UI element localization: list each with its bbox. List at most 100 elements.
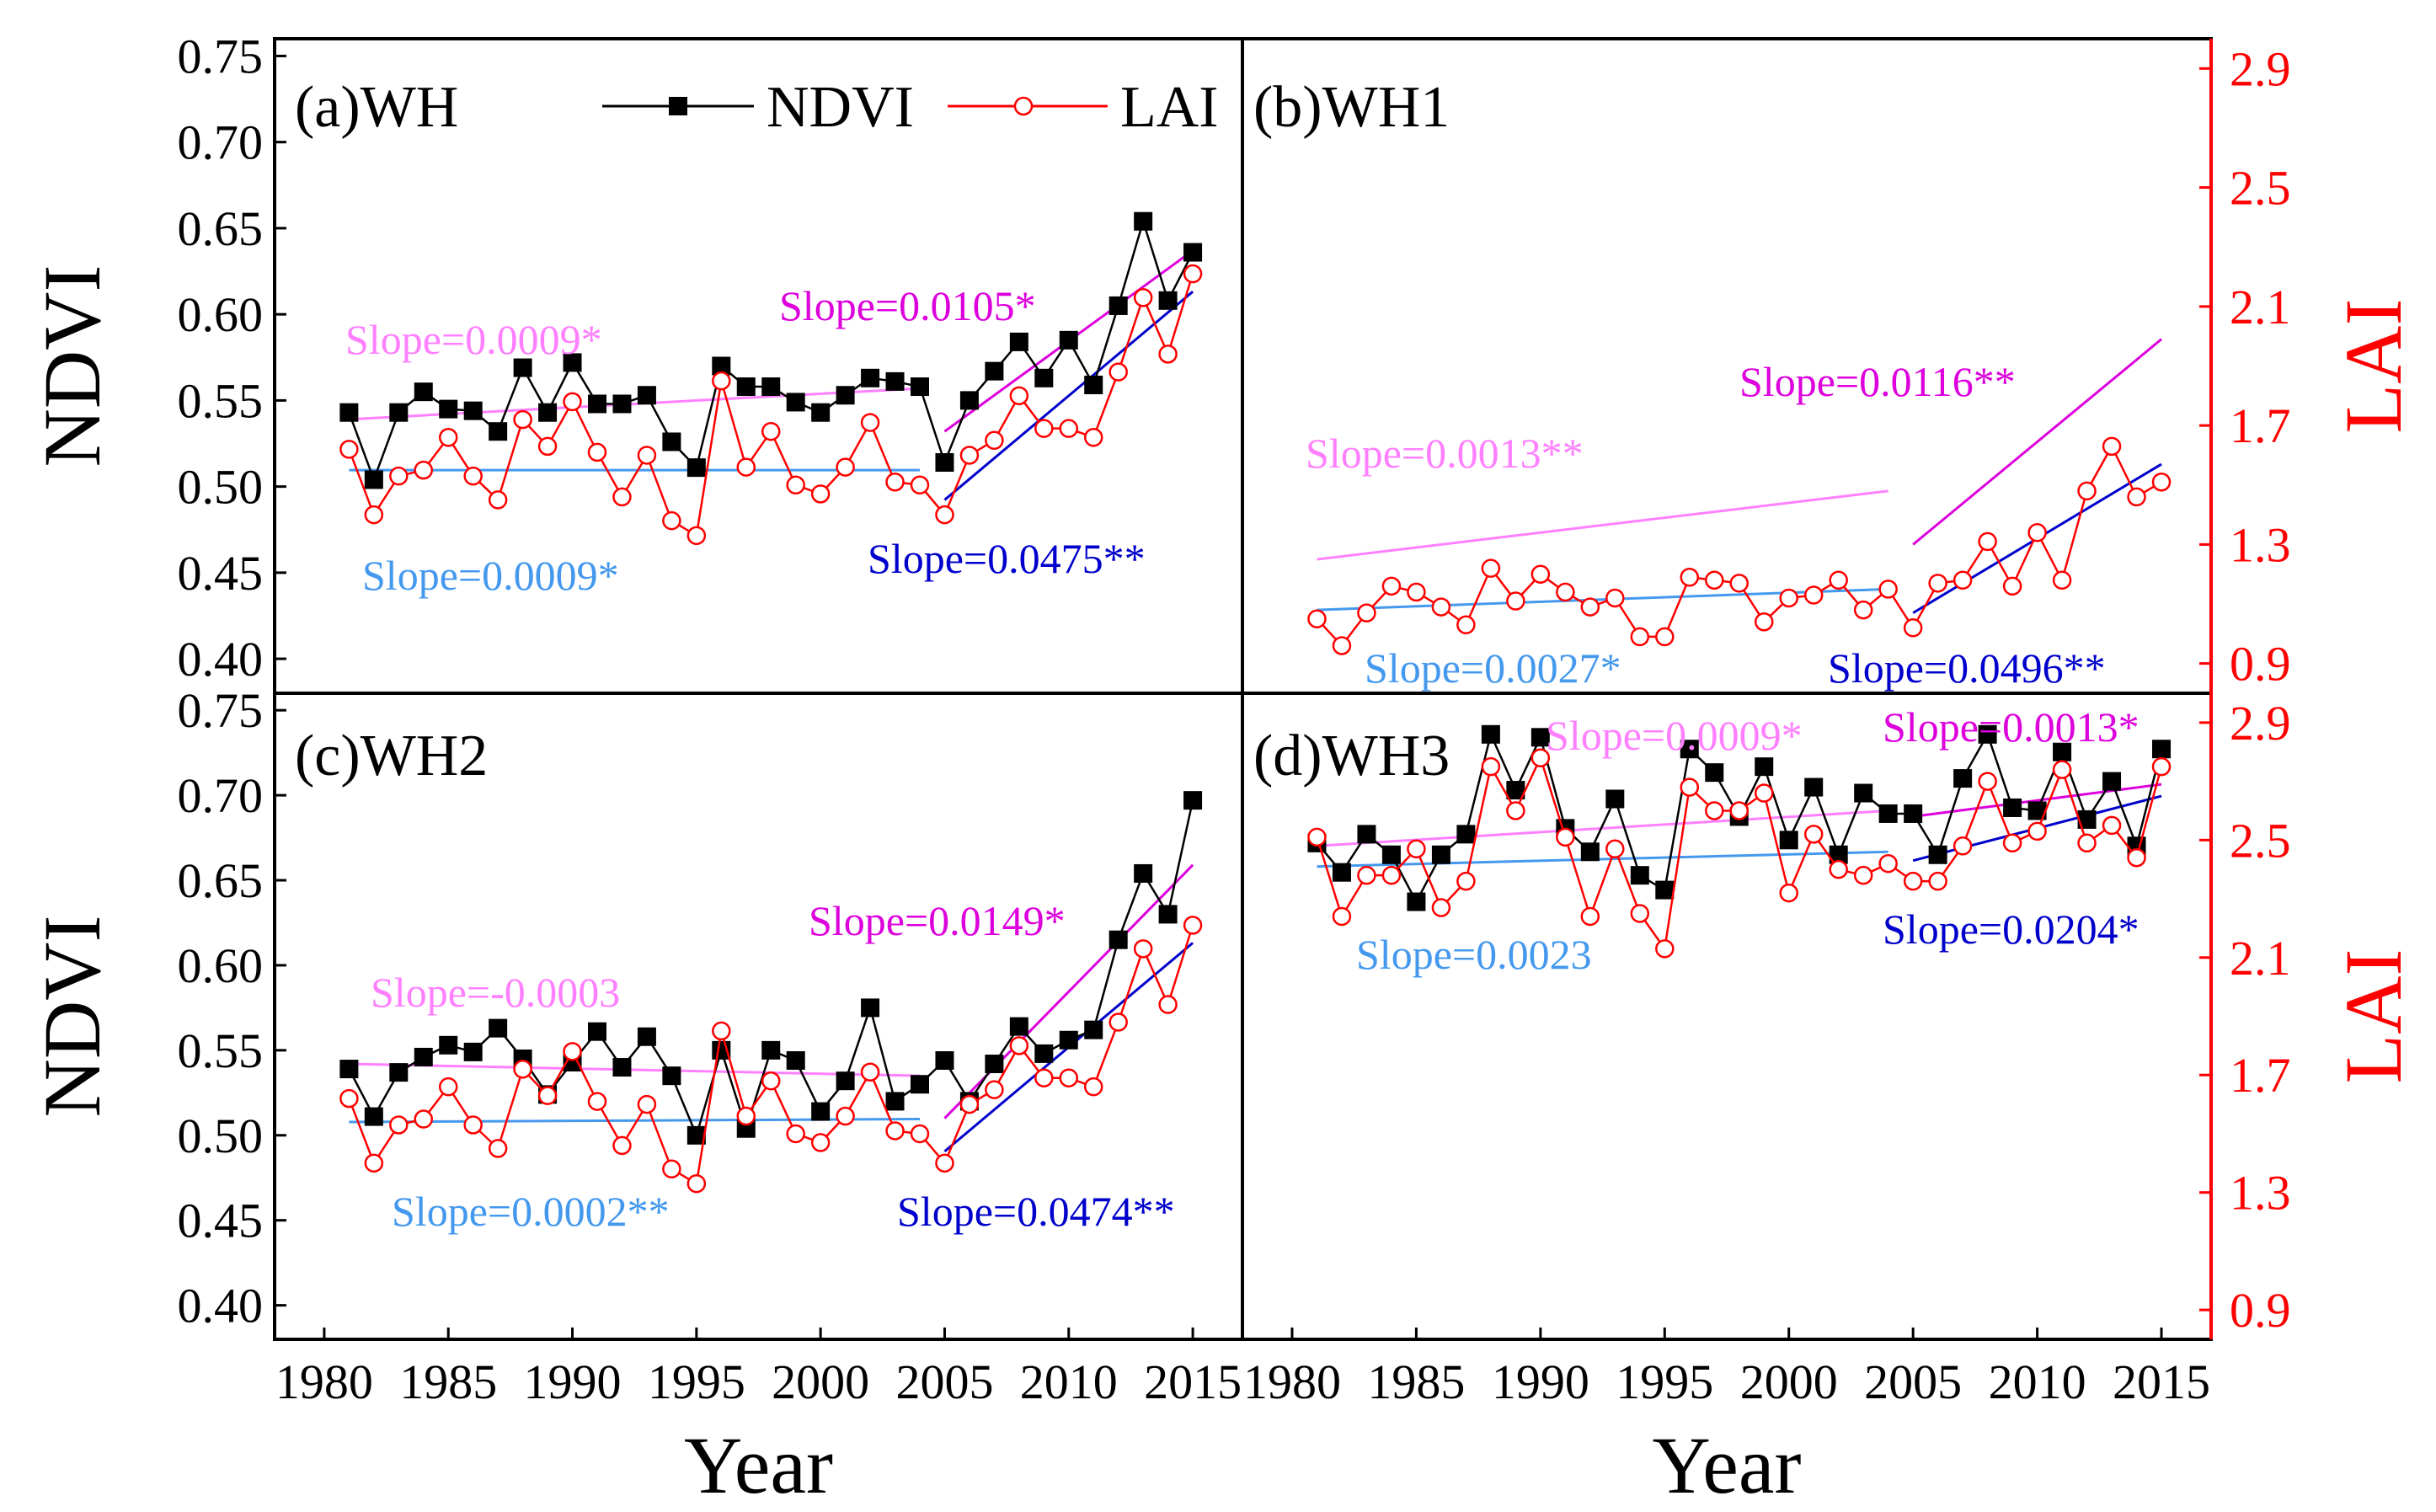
lai-point (1903, 618, 1923, 638)
lai-point (612, 1135, 632, 1156)
year-tick-label: 2005 (1864, 1354, 1962, 1409)
ndvi-point (836, 386, 855, 405)
ndvi-point (1034, 1044, 1054, 1063)
slope-label-lai_long: Slope=0.0009* (362, 552, 619, 599)
lai-point (1903, 871, 1923, 891)
ndvi-point (389, 403, 409, 422)
lai-point (959, 1094, 980, 1114)
lai-point (712, 1021, 731, 1041)
ndvi-axis-title: NDVI (27, 916, 117, 1118)
lai-point (1108, 362, 1128, 382)
lai-point (1680, 568, 1700, 587)
slope-label-lai_recent: Slope=0.0496** (1828, 644, 2106, 692)
year-tick-label: 1990 (524, 1354, 622, 1409)
lai-point (1059, 419, 1079, 438)
trend-line-lai_long (1317, 850, 1888, 868)
ndvi-point (2003, 798, 2022, 817)
slope-label-ndvi_long: Slope=0.0009* (1546, 712, 1803, 759)
ndvi-tick-label: 0.40 (178, 1279, 264, 1333)
ndvi-point (1755, 757, 1774, 777)
lai-point (1381, 576, 1402, 596)
lai-point (1754, 783, 1774, 803)
ndvi-tick-label: 0.70 (178, 115, 264, 170)
ndvi-point (637, 1027, 656, 1046)
ndvi-tick-label: 0.50 (178, 460, 264, 515)
ndvi-point (588, 1022, 606, 1041)
ndvi-point (885, 1092, 905, 1111)
slope-label-ndvi_recent: Slope=0.0105* (779, 282, 1036, 329)
lai-point (2052, 760, 2072, 779)
lai-point (513, 409, 532, 430)
lai-tick-label: 1.7 (2230, 398, 2291, 453)
ndvi-point (1134, 863, 1153, 883)
lai-point (537, 1086, 558, 1105)
lai-point (1506, 801, 1525, 820)
ndvi-point (2053, 742, 2072, 761)
ndvi-point (1978, 724, 1997, 744)
lai-point (2027, 523, 2047, 542)
year-axis-title: Year (684, 1420, 833, 1510)
ndvi-point (339, 1060, 359, 1079)
ndvi-point (1158, 291, 1178, 310)
ndvi-point (811, 403, 831, 422)
slope-label-ndvi_long: Slope=0.0009* (345, 316, 602, 363)
lai-point (1605, 588, 1625, 608)
lai-point (463, 1115, 483, 1135)
year-tick-label: 2000 (772, 1354, 869, 1409)
ndvi-tick-label: 0.60 (178, 287, 264, 342)
slope-label-ndvi_recent: Slope=0.0149* (809, 897, 1066, 944)
lai-point (1803, 585, 1824, 605)
slope-label-lai_long: Slope=0.0002** (392, 1188, 670, 1235)
lai-point (1332, 906, 1352, 927)
lai-point (1655, 939, 1675, 959)
year-tick-label: 1990 (1492, 1354, 1589, 1409)
year-tick-label: 1995 (1616, 1354, 1713, 1409)
lai-point (786, 1124, 805, 1144)
ndvi-point (686, 458, 706, 478)
lai-point (1059, 1068, 1079, 1087)
year-axis-title: Year (1653, 1420, 1802, 1510)
slope-label-lai_recent: Slope=0.0475** (868, 535, 1146, 582)
slope-label-lai_recent: Slope=0.0474** (897, 1188, 1175, 1235)
lai-point (1431, 898, 1451, 917)
lai-point (1705, 801, 1724, 820)
ndvi-tick-label: 0.45 (178, 546, 264, 601)
legend: NDVI LAI (602, 75, 1219, 140)
ndvi-point (662, 1066, 681, 1086)
lai-point (686, 1173, 707, 1194)
panel-bwh1: (b)WH1 Slope=0.0013** Slope=0.0027* Slope=0… (1253, 75, 2172, 692)
ndvi-point (1953, 769, 1973, 788)
ndvi-point (1084, 375, 1103, 394)
lai-point (1878, 853, 1898, 874)
lai-point (513, 1060, 532, 1079)
lai-point (1183, 916, 1203, 935)
lai-point (2002, 833, 2022, 853)
lai-point (1928, 574, 1947, 593)
year-tick-label: 2005 (895, 1354, 993, 1409)
panel-dwh3: (d)WH3 Slope=0.0009* Slope=0.0023 Slope=0.0… (1253, 703, 2172, 978)
ndvi-point (1705, 763, 1724, 783)
ndvi-point (1407, 892, 1426, 911)
lai-point (1705, 570, 1724, 590)
ndvi-point (389, 1063, 409, 1082)
lai-point (1779, 588, 1798, 608)
trend-line-ndvi_long (349, 1062, 921, 1077)
ndvi-tick-label: 0.40 (178, 632, 264, 687)
panel-cwh2: (c)WH2 Slope=-0.0003 Slope=0.0002** Slope=0… (295, 724, 1203, 1235)
year-tick-label: 2010 (1989, 1354, 2086, 1409)
panel-label: (c)WH2 (295, 724, 488, 788)
lai-point (2151, 472, 2172, 492)
ndvi-point (364, 470, 383, 489)
lai-point (1431, 597, 1451, 617)
lai-tick-label: 1.3 (2230, 517, 2291, 572)
ndvi-point (911, 377, 929, 397)
ndvi-point (686, 1125, 706, 1145)
ndvi-point (1481, 724, 1500, 744)
lai-point (1009, 386, 1029, 406)
lai-point (2077, 481, 2097, 501)
ndvi-point (786, 1050, 805, 1070)
ndvi-point (1108, 930, 1128, 949)
panel-label: (b)WH1 (1253, 75, 1450, 140)
ndvi-point (414, 382, 433, 402)
panel-awh: (a)WH Slope=0.0009* Slope=0.0009* Slope=0.0… (295, 75, 1203, 599)
